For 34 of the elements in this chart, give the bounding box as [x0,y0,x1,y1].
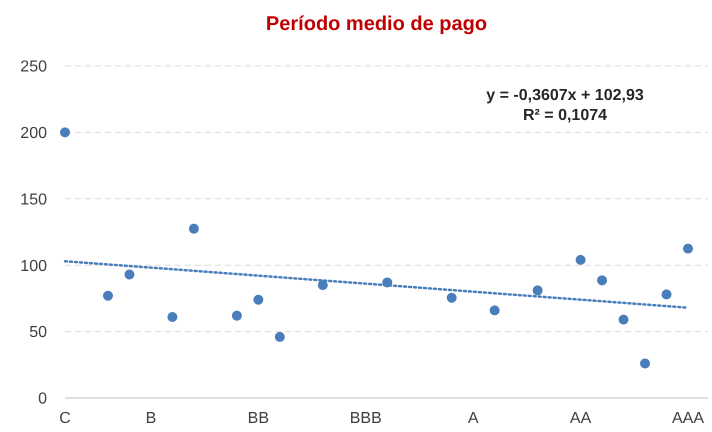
y-tick-label: 50 [29,324,48,342]
point [253,294,264,305]
x-tick-label: A [468,410,479,427]
annotation: R² = 0,1074 [522,107,608,124]
x-tick-label: BB [248,410,270,427]
point [318,280,328,290]
y-tick-label: 100 [20,258,48,275]
x-tick-label: AA [570,410,592,427]
point [490,305,500,316]
chart-title: Período medio de pago [266,13,488,35]
point [597,275,608,286]
point [274,332,285,342]
point [102,290,113,301]
point [167,312,178,322]
point [576,254,586,265]
y-tick-label: 0 [38,390,48,408]
point [124,269,134,280]
annotation: y = -0,3607x + 102,93 [486,87,644,104]
point [683,244,693,254]
point [446,292,457,303]
x-tick-label: AAA [672,410,704,427]
y-tick-label: 250 [20,58,48,76]
y-tick-label: 200 [20,125,48,142]
x-tick-label: BBB [350,410,382,427]
point [188,224,199,234]
point [232,310,242,321]
point [662,289,672,300]
x-tick-label: B [146,410,156,427]
point [60,127,70,138]
y-tick-label: 150 [20,191,48,208]
x-tick-label: C [59,410,71,427]
point [618,314,629,325]
point [532,285,543,296]
point [640,358,650,368]
